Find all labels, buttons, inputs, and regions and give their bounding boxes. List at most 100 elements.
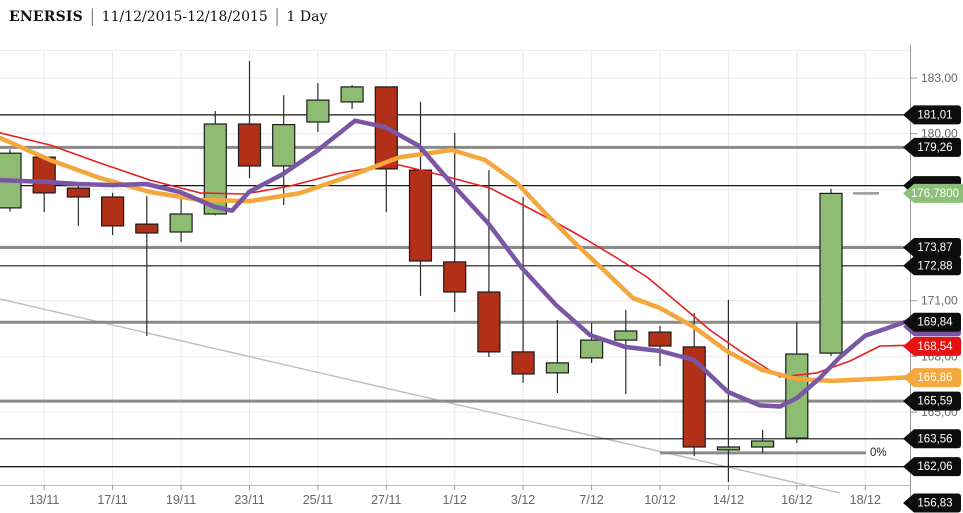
candle-23/11[interactable] [237, 60, 262, 178]
fib-zero-label: 0% [870, 447, 887, 459]
candle-body [579, 339, 604, 359]
price-tag-169_84: 169,84 [903, 312, 961, 332]
candle-body [443, 261, 467, 293]
candle-body [511, 351, 535, 375]
candle-body [716, 446, 741, 451]
title-separator: | [274, 7, 280, 27]
price-tag-181_01: 181,01 [903, 105, 961, 125]
ma-line-red[interactable] [0, 132, 909, 378]
candle-18/11[interactable] [135, 196, 159, 336]
price-tag-value: 169,84 [917, 317, 953, 329]
chart-title-bar: ENERSIS | 11/12/2015-12/18/2015 | 1 Day [9, 7, 328, 27]
interval-label: 1 Day [286, 9, 328, 25]
x-tick-label: 16/12 [781, 493, 812, 507]
candle-16/12[interactable] [785, 322, 809, 444]
y-tick-label: 171,00 [921, 294, 958, 308]
x-tick-label: 13/11 [29, 493, 59, 507]
price-tags: 176,7800 181,01 179,26 173,87 172,88 169,84 16… [903, 105, 963, 513]
price-tag-value: 156,83 [917, 498, 952, 510]
y-tick-label: 180,00 [921, 127, 958, 141]
candle-body [750, 440, 775, 448]
candle-body [819, 192, 843, 354]
candle-17/12[interactable] [819, 189, 843, 356]
price-tag-shape [903, 336, 961, 356]
price-tag-shape [903, 368, 961, 388]
price-tag-shape [903, 137, 961, 157]
candle-body [135, 223, 159, 234]
candle-20/11[interactable] [203, 111, 227, 216]
x-tick-label: 7/12 [579, 493, 603, 507]
candle-16/11[interactable] [66, 186, 91, 226]
title-separator: | [89, 7, 95, 27]
candle-19/11[interactable] [169, 192, 193, 243]
candle-3/12[interactable] [511, 197, 535, 383]
price-tag-163_56: 163,56 [903, 429, 961, 449]
candle-27/11[interactable] [374, 86, 398, 212]
symbol-name: ENERSIS [9, 9, 83, 25]
price-tag-value: 176,7800 [911, 188, 959, 200]
candle-9/12[interactable] [614, 310, 638, 395]
candle-1/12[interactable] [443, 132, 467, 312]
candles[interactable] [0, 60, 843, 483]
candle-body [545, 362, 570, 374]
x-tick-label: 27/11 [371, 493, 401, 507]
candle-body [306, 99, 330, 123]
price-tag-shape [903, 493, 961, 513]
x-tick-label: 19/11 [166, 493, 196, 507]
x-tick-label: 23/11 [234, 493, 264, 507]
price-tag-value: 181,01 [917, 109, 952, 121]
trendline[interactable] [0, 298, 841, 494]
candle-10/12[interactable] [648, 326, 672, 367]
price-tag-value: 179,26 [917, 142, 952, 154]
price-tag-value: 168,54 [917, 341, 953, 353]
candle-body [272, 123, 296, 167]
candle-body [169, 213, 193, 233]
axes: 13/11 17/11 19/11 23/11 25/11 27/11 1/12 3/12 7/… [0, 45, 958, 507]
price-tag-shape [903, 457, 961, 477]
trendlines[interactable] [0, 298, 841, 494]
price-tag-172_88: 172,88 [903, 256, 961, 276]
price-tag-shape [903, 256, 961, 276]
price-tag-shape [903, 183, 963, 203]
price-tag-value: 173,87 [917, 242, 952, 254]
candle-25/11[interactable] [306, 83, 330, 132]
price-tag-shape [903, 238, 961, 257]
price-tag-165_59: 165,59 [903, 391, 961, 411]
candle-body [648, 331, 672, 347]
price-tag-176_7800: 176,7800 [903, 183, 963, 203]
candle-body [682, 346, 706, 448]
candle-body [340, 86, 364, 103]
moving-averages[interactable] [0, 118, 911, 409]
candle-body [614, 330, 638, 341]
candle-body [66, 187, 91, 198]
x-tick-label: 17/11 [97, 493, 127, 507]
price-tag-value: 166,86 [917, 372, 952, 384]
candle-4/12[interactable] [545, 320, 570, 393]
candle-7/12[interactable] [579, 323, 604, 363]
x-tick-label: 14/12 [713, 493, 744, 507]
candle-2/12[interactable] [477, 170, 501, 357]
candle-30/11[interactable] [408, 101, 433, 296]
price-tag-168_54: 168,54 [903, 336, 961, 356]
price-tag-value: 162,06 [917, 461, 952, 473]
price-tag-162_06: 162,06 [903, 457, 961, 477]
price-tag-value: 165,59 [917, 396, 952, 408]
ma-line-purple[interactable] [0, 118, 911, 409]
price-tag-156_83: 156,83 [903, 493, 961, 513]
x-tick-label: 18/12 [850, 493, 881, 507]
price-tag-shape [903, 429, 961, 449]
candle-body [237, 123, 262, 167]
price-tag-shape [903, 391, 961, 411]
price-tag-value: 172,88 [917, 260, 952, 272]
candle-15/12[interactable] [750, 429, 775, 454]
candle-26/11[interactable] [340, 85, 364, 109]
candle-11/12[interactable] [682, 313, 706, 457]
candle-body [203, 123, 227, 215]
ma-line-orange[interactable] [0, 135, 911, 384]
x-tick-label: 10/12 [644, 493, 675, 507]
candle-body [477, 291, 501, 353]
candle-17/11[interactable] [100, 192, 125, 235]
candle-body [408, 169, 433, 262]
